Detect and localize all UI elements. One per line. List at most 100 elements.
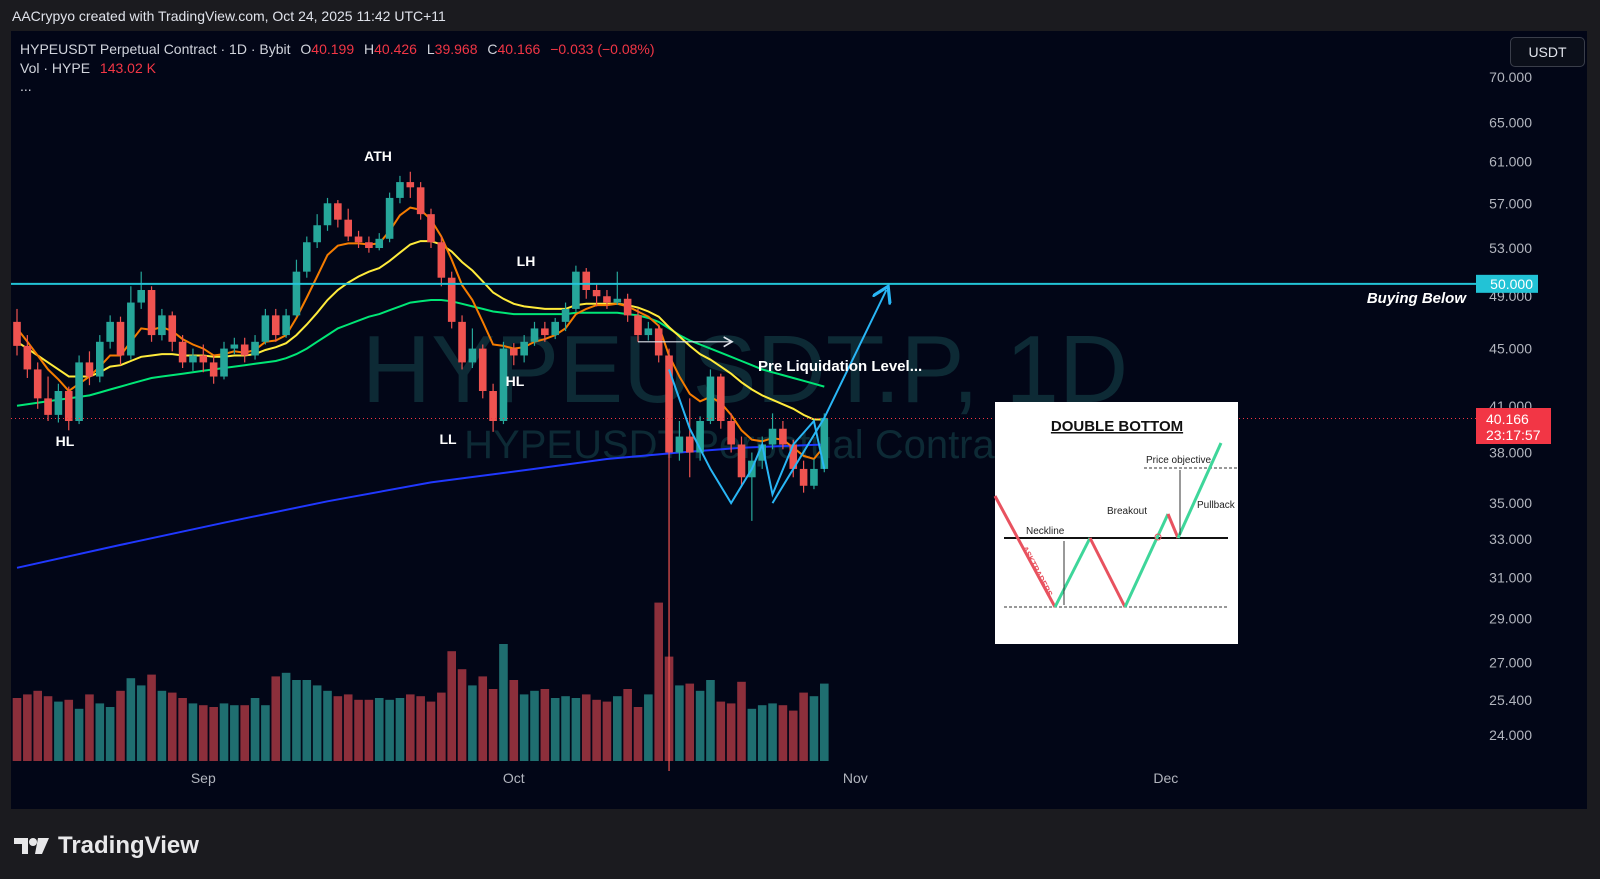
candle-body <box>406 182 415 188</box>
time-tick-label: Sep <box>191 770 216 786</box>
volume-bar <box>116 690 125 761</box>
symbol-title: HYPEUSDT Perpetual Contract · 1D · Bybit <box>20 41 291 57</box>
volume-legend[interactable]: Vol · HYPE 143.02 K <box>20 60 156 76</box>
volume-bar <box>778 705 788 761</box>
volume-bar <box>602 701 612 761</box>
candle-body <box>789 444 798 469</box>
candle-body <box>623 298 632 316</box>
candle-body <box>334 203 342 220</box>
candle-body <box>437 242 446 278</box>
volume-bar <box>374 698 384 761</box>
volume-bar <box>54 701 63 761</box>
time-tick-label: Oct <box>503 770 525 786</box>
candle-body <box>271 315 280 336</box>
moving-averages <box>16 206 826 569</box>
volume-bar <box>292 680 301 761</box>
candle-body <box>127 302 135 356</box>
volume-bar <box>85 694 94 761</box>
volume-bar <box>457 669 467 761</box>
candle-body <box>561 308 570 322</box>
candle-body <box>520 341 528 356</box>
volume-bar <box>261 705 270 761</box>
volume-bar <box>499 644 508 761</box>
inset-target-leg <box>1176 442 1223 539</box>
candle-body <box>85 362 94 377</box>
volume-bar <box>312 685 322 761</box>
volume-bar <box>364 699 374 761</box>
volume-bar <box>726 703 736 761</box>
ema-slow-line <box>16 299 825 407</box>
candle-body <box>147 290 156 336</box>
volume-bar <box>468 685 477 761</box>
candle-body <box>96 341 104 377</box>
candle-body <box>240 344 249 356</box>
time-axis[interactable]: Sep Oct Nov Dec <box>191 770 1178 786</box>
volume-bar <box>737 681 746 761</box>
current-price-tag: 40.166 23:17:57 <box>1476 408 1551 444</box>
candle-body <box>13 321 21 346</box>
volume-bar <box>685 683 695 761</box>
low-value: 39.968 <box>434 41 478 57</box>
candle-body <box>354 236 363 243</box>
volume-bar <box>95 703 105 761</box>
change-value: −0.033 (−0.08%) <box>550 41 655 57</box>
candle-body <box>665 355 673 453</box>
volume-bar <box>250 698 260 761</box>
candle-body <box>737 444 746 478</box>
volume-bar <box>167 692 177 761</box>
volume-bar <box>74 708 84 761</box>
candle-body <box>799 468 808 486</box>
candle-body <box>220 348 228 377</box>
volume-bar <box>271 676 281 761</box>
close-label: C <box>487 41 498 57</box>
candle-body <box>727 420 735 445</box>
volume-bar <box>105 707 115 761</box>
inset-breakout-marker <box>1154 533 1162 541</box>
candle-body <box>489 391 497 421</box>
close-value: 40.166 <box>497 41 541 57</box>
candle-body <box>375 238 384 249</box>
candle-body <box>572 271 580 309</box>
price-tick-label: 27.000 <box>1489 655 1532 671</box>
candle-body <box>106 321 114 342</box>
volume-bar <box>126 678 136 761</box>
double-bottom-drawing <box>668 369 826 506</box>
price-axis[interactable]: 70.00065.00061.00057.00053.00049.00045.0… <box>1489 69 1532 743</box>
currency-button[interactable]: USDT <box>1510 37 1585 67</box>
volume-bar <box>199 705 208 761</box>
volume-bar <box>478 676 488 761</box>
volume-bar <box>281 672 291 761</box>
tradingview-logo-icon <box>14 838 49 854</box>
candle-body <box>592 290 601 297</box>
volume-bar <box>654 602 663 761</box>
inset-title: DOUBLE BOTTOM <box>1051 418 1183 435</box>
annotation-pre-liquidation: Pre Liquidation Level... <box>758 358 922 375</box>
volume-bar <box>188 703 198 761</box>
candle-body <box>44 398 52 415</box>
candle-body <box>499 348 508 421</box>
candle-body <box>541 328 549 336</box>
double-bottom-inset: DOUBLE BOTTOM Price objective Breakout P… <box>993 402 1238 644</box>
volume-bar <box>519 694 529 761</box>
legend-more-dots[interactable]: ... <box>20 78 32 94</box>
time-tick-label: Nov <box>843 770 868 786</box>
ema-mid-line <box>16 240 825 421</box>
symbol-legend[interactable]: HYPEUSDT Perpetual Contract · 1D · Bybit… <box>20 41 655 57</box>
candle-body <box>168 315 177 342</box>
volume-bar <box>581 694 591 761</box>
price-tick-label: 25.400 <box>1489 692 1532 708</box>
volume-bar <box>416 696 425 761</box>
candle-body <box>779 428 787 445</box>
price-tick-label: 53.000 <box>1489 240 1532 256</box>
candle-body <box>582 271 591 291</box>
candle-body <box>427 214 435 243</box>
candle-body <box>478 348 487 392</box>
volume-value: 143.02 K <box>99 60 156 76</box>
inset-breakout-leg <box>1123 513 1170 608</box>
volume-bar <box>768 703 777 761</box>
volume-bar <box>147 674 156 761</box>
volume-bar <box>706 680 715 761</box>
inset-neckline-label: Neckline <box>1026 526 1065 537</box>
price-tick-label: 57.000 <box>1489 195 1532 211</box>
